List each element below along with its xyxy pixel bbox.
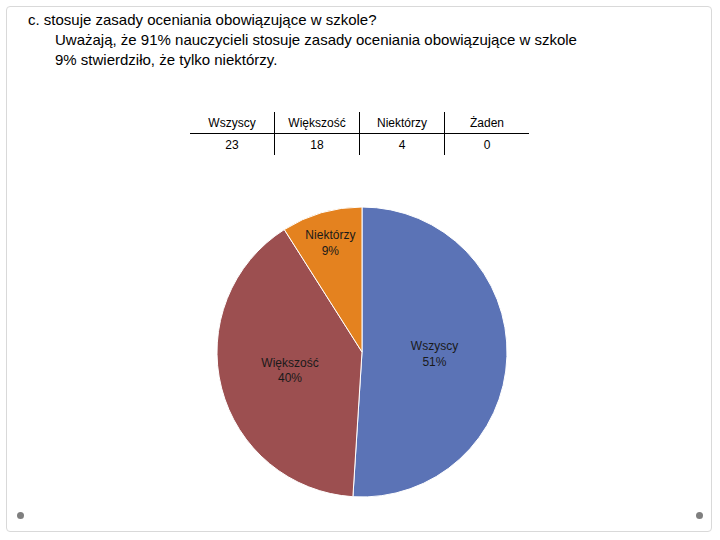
svg-text:Większość40%: Większość40%	[261, 356, 318, 386]
html-text:23: 23	[225, 137, 239, 152]
html-text:18: 18	[310, 137, 324, 152]
html-text:9% stwierdziło, że tylko niekt: 9% stwierdziło, że tylko niektórzy.	[55, 51, 278, 68]
html-text:Uważają, że 91% nauczycieli st: Uważają, że 91% nauczycieli stosuje zasa…	[55, 31, 577, 48]
svg-text:Niektórzy9%: Niektórzy9%	[305, 228, 355, 258]
html-text:Większość: Większość	[288, 115, 346, 130]
html-text:c. stosuje zasady oceniania ob: c. stosuje zasady oceniania obowiązujące…	[28, 11, 377, 28]
svg-text:Wszyscy51%: Wszyscy51%	[411, 339, 458, 369]
html-text:Niektórzy: Niektórzy	[377, 115, 427, 130]
html-text:4: 4	[398, 137, 406, 152]
html-text:0: 0	[483, 137, 491, 152]
html-text:Żaden: Żaden	[470, 115, 504, 130]
html-text:Wszyscy: Wszyscy	[208, 115, 256, 130]
